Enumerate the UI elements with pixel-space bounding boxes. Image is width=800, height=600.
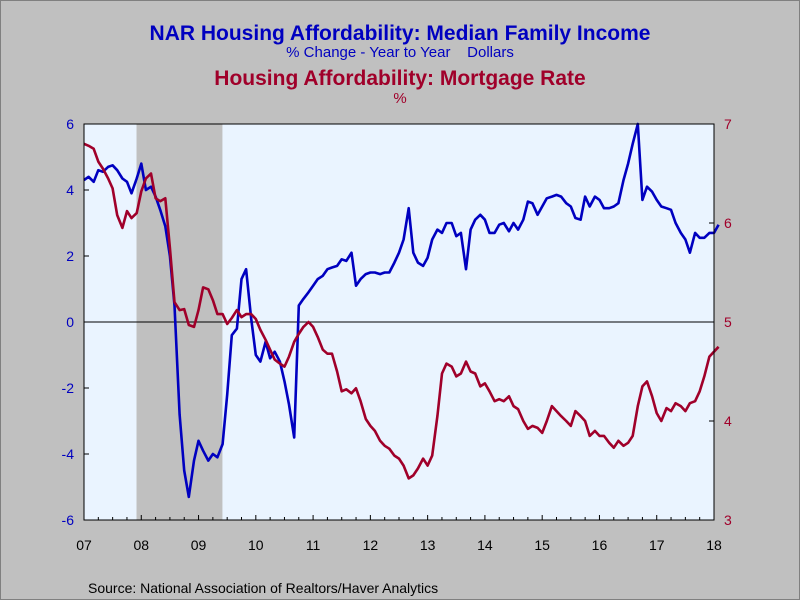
right-axis-tick-label-1: 4: [724, 413, 732, 429]
x-axis-tick-label-8: 15: [534, 537, 550, 553]
x-axis-tick-label-9: 16: [592, 537, 608, 553]
x-axis-tick-label-2: 09: [191, 537, 207, 553]
x-axis-tick-label-7: 14: [477, 537, 493, 553]
right-axis-tick-label-2: 5: [724, 314, 732, 330]
left-axis-tick-label-0: -6: [62, 512, 75, 528]
x-axis-tick-label-6: 13: [420, 537, 436, 553]
chart-title: NAR Housing Affordability: Median Family…: [150, 22, 651, 45]
source-note: Source: National Association of Realtors…: [88, 580, 438, 596]
x-axis-tick-label-3: 10: [248, 537, 264, 553]
x-axis-tick-label-5: 12: [363, 537, 379, 553]
x-axis-tick-label-11: 18: [706, 537, 722, 553]
chart-subtitle: % Change - Year to Year Dollars: [286, 44, 514, 61]
series-line-left: [83, 122, 720, 499]
chart-title-2: Housing Affordability: Mortgage Rate: [214, 67, 585, 90]
left-axis-tick-label-4: 2: [66, 248, 74, 264]
series-line-right: [83, 142, 720, 480]
x-axis-tick-label-0: 07: [76, 537, 92, 553]
plot-border: [83, 123, 715, 521]
right-axis-tick-label-4: 7: [724, 116, 732, 132]
left-axis-tick-label-6: 6: [66, 116, 74, 132]
left-axis-tick-label-5: 4: [66, 182, 74, 198]
x-axis-tick-label-10: 17: [649, 537, 665, 553]
x-axis-tick-label-1: 08: [133, 537, 149, 553]
x-axis-tick-label-4: 11: [306, 537, 321, 553]
left-axis-tick-label-1: -4: [62, 446, 75, 462]
left-axis-tick-label-2: -2: [62, 380, 75, 396]
right-axis-tick-label-3: 6: [724, 215, 732, 231]
plot-area: -6 -4 -2 0 2 4 6 3 4 5 6 7 07 08 09 10 11 12 13 14 15 16 17 18: [62, 116, 732, 553]
chart-subtitle-2: %: [393, 90, 406, 107]
right-axis-tick-label-0: 3: [724, 512, 732, 528]
left-axis-tick-label-3: 0: [66, 314, 74, 330]
